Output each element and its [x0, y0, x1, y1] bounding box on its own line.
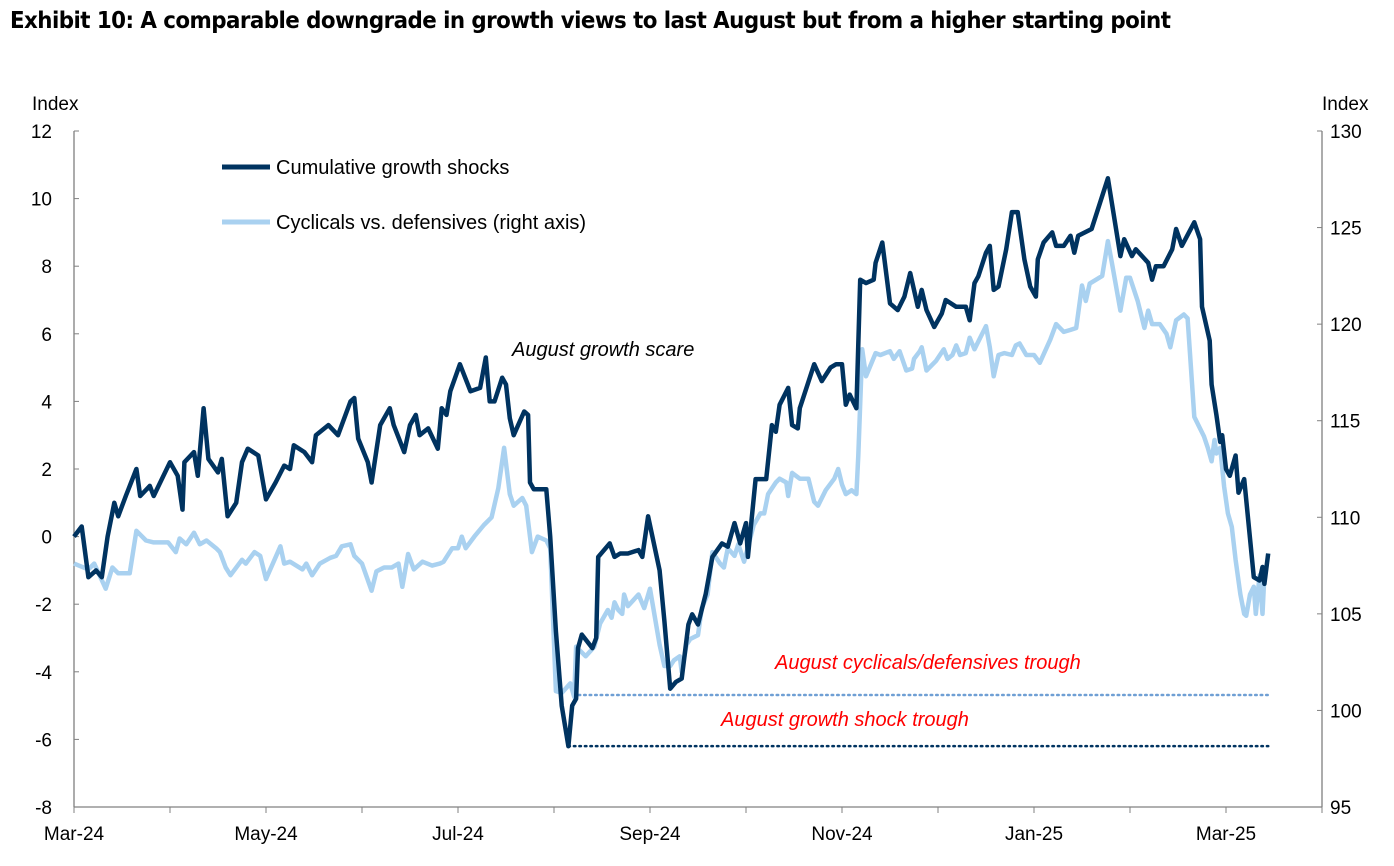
left-tick-label: 6: [41, 325, 52, 346]
left-tick-label: -8: [35, 798, 52, 819]
right-tick-label: 125: [1330, 219, 1362, 240]
left-tick-label: 12: [31, 122, 52, 143]
left-tick-label: 8: [41, 257, 52, 278]
series-line-growth-shocks: [72, 176, 1271, 749]
right-tick-label: 115: [1330, 412, 1360, 433]
series-line-cyclicals-vs-defensives: [73, 238, 1267, 700]
x-tick-label: May-24: [234, 824, 298, 845]
x-tick-label: Mar-25: [1196, 824, 1256, 845]
x-tick-label: Sep-24: [619, 824, 681, 845]
annotation-growth-scare: August growth scare: [511, 339, 694, 361]
left-tick-label: 2: [41, 460, 52, 481]
x-tick-label: Jul-24: [432, 824, 484, 845]
right-tick-label: 95: [1330, 798, 1351, 819]
x-tick-label: Jan-25: [1005, 824, 1063, 845]
right-axis-label: Index: [1322, 94, 1369, 115]
x-tick-label: Nov-24: [811, 824, 873, 845]
left-tick-label: -2: [35, 595, 52, 616]
left-tick-label: 0: [41, 528, 52, 549]
right-tick-label: 110: [1330, 508, 1360, 529]
left-axis-label: Index: [32, 94, 79, 115]
left-tick-label: 4: [41, 392, 52, 413]
annotation-cyclicals-trough: August cyclicals/defensives trough: [774, 652, 1081, 674]
left-tick-label: 10: [31, 190, 52, 211]
right-tick-label: 105: [1330, 605, 1362, 626]
annotation-growth-trough: August growth shock trough: [720, 709, 969, 731]
chart-title: Exhibit 10: A comparable downgrade in gr…: [10, 8, 1171, 34]
right-tick-label: 130: [1330, 122, 1362, 143]
left-tick-label: -6: [35, 730, 52, 751]
legend-label-cyclicals: Cyclicals vs. defensives (right axis): [276, 212, 586, 234]
left-tick-label: -4: [35, 663, 52, 684]
right-tick-label: 100: [1330, 701, 1362, 722]
right-tick-label: 120: [1330, 315, 1362, 336]
legend-label-growth-shocks: Cumulative growth shocks: [276, 157, 509, 179]
x-tick-label: Mar-24: [44, 824, 105, 845]
